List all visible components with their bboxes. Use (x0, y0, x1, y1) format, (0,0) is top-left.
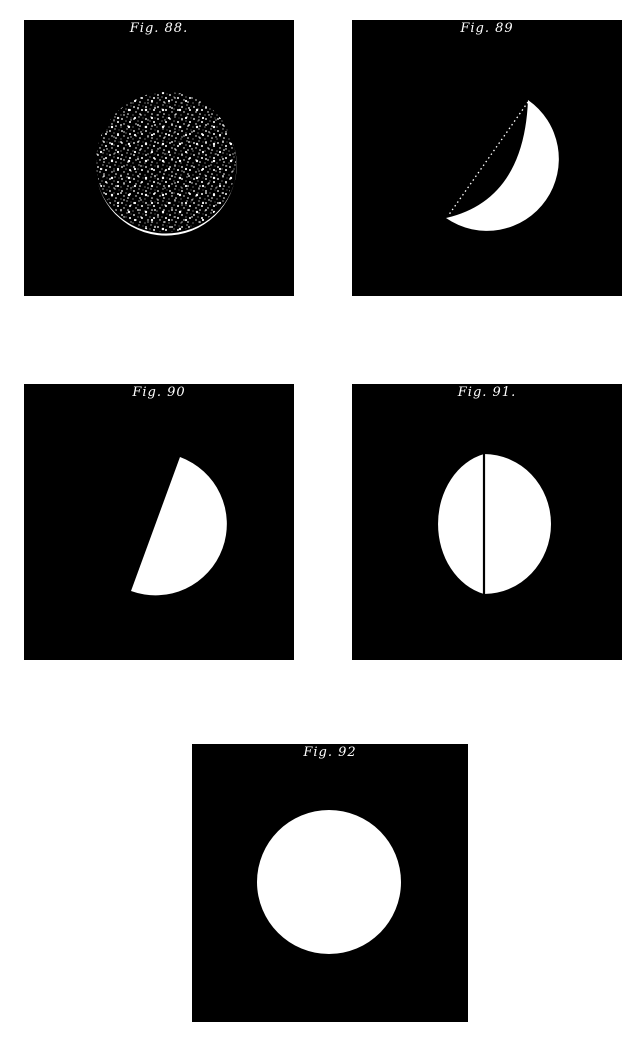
figure-caption: Fig. 89 (460, 21, 514, 36)
figure-panel-88: Fig. 88. (24, 20, 294, 296)
lit-half (131, 457, 227, 596)
figure-caption: Fig. 92 (303, 745, 357, 760)
lit-full-disk (257, 810, 401, 954)
figure-panel-89: Fig. 89 (352, 20, 622, 296)
lit-left-lens (438, 454, 484, 594)
moon-gibbous-illustration (438, 454, 551, 594)
moon-crescent-earthshine-illustration (96, 92, 237, 236)
moon-quarter-illustration (131, 457, 227, 596)
moon-full-illustration (257, 810, 401, 954)
lit-right-half (484, 454, 551, 594)
figure-panel-91: Fig. 91. (352, 384, 622, 660)
figure-caption: Fig. 91. (457, 385, 517, 400)
figure-caption: Fig. 90 (132, 385, 186, 400)
moon-crescent-illustration (446, 100, 559, 231)
figure-caption: Fig. 88. (129, 21, 189, 36)
lit-crescent (446, 100, 559, 231)
terminator-dotted-line (447, 101, 529, 217)
figure-panel-92: Fig. 92 (192, 744, 468, 1022)
figure-panel-90: Fig. 90 (24, 384, 294, 660)
